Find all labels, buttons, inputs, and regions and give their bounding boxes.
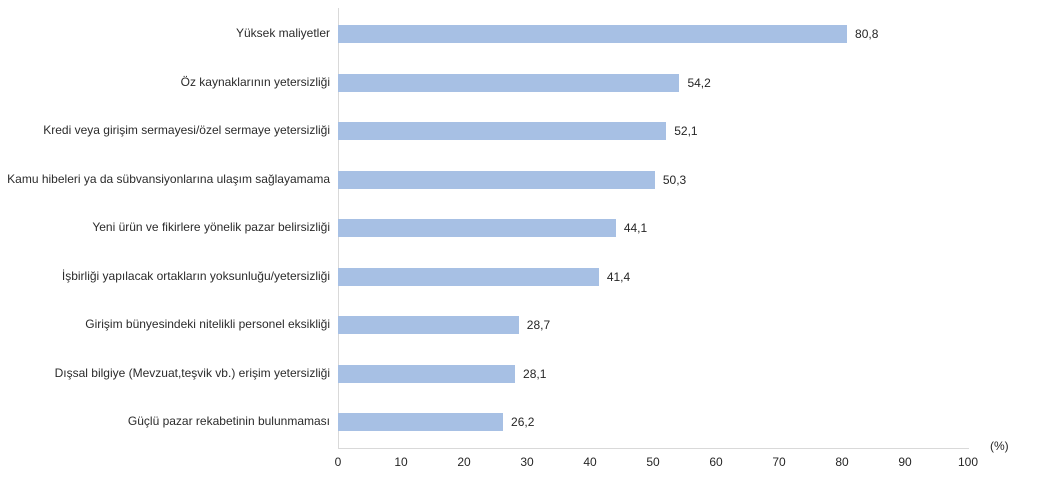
bar-row: Kamu hibeleri ya da sübvansiyonlarına ul… bbox=[0, 156, 1045, 205]
bar-rows: Yüksek maliyetler 80,8 Öz kaynaklarının ye… bbox=[0, 10, 1045, 447]
x-tick-label: 30 bbox=[520, 455, 534, 469]
bar-row: Güçlü pazar rekabetinin bulunmaması 26,2 bbox=[0, 398, 1045, 447]
category-label: Güçlü pazar rekabetinin bulunmaması bbox=[127, 414, 330, 429]
category-label: Yüksek maliyetler bbox=[235, 26, 330, 41]
bar bbox=[338, 316, 519, 335]
category-label: Dışsal bilgiye (Mevzuat,teşvik vb.) eriş… bbox=[54, 365, 330, 380]
bar-track: 28,1 bbox=[338, 350, 1045, 399]
category-label: Yeni ürün ve fikirlere yönelik pazar bel… bbox=[92, 220, 330, 235]
bar bbox=[338, 267, 599, 286]
bar-track: 50,3 bbox=[338, 156, 1045, 205]
x-tick-label: 70 bbox=[772, 455, 786, 469]
bar-track: 54,2 bbox=[338, 59, 1045, 108]
bar bbox=[338, 25, 848, 44]
category-label: Kredi veya girişim sermayesi/özel sermay… bbox=[43, 123, 330, 138]
category-label: Öz kaynaklarının yetersizliği bbox=[180, 74, 330, 89]
category-label: Girişim bünyesindeki nitelikli personel … bbox=[85, 317, 330, 332]
x-tick-label: 90 bbox=[898, 455, 912, 469]
bar-track: 80,8 bbox=[338, 10, 1045, 59]
x-tick-label: 50 bbox=[646, 455, 660, 469]
category-label: Kamu hibeleri ya da sübvansiyonlarına ul… bbox=[7, 171, 330, 186]
bar-row: Kredi veya girişim sermayesi/özel sermay… bbox=[0, 107, 1045, 156]
x-tick-label: 100 bbox=[957, 455, 979, 469]
value-label: 44,1 bbox=[623, 221, 648, 236]
bar bbox=[338, 73, 680, 92]
x-axis-ticks: 0 10 20 30 40 50 60 70 80 90 100 bbox=[334, 455, 1045, 471]
bar bbox=[338, 170, 655, 189]
bar bbox=[338, 364, 516, 383]
bar-track: 44,1 bbox=[338, 204, 1045, 253]
bar-row: Girişim bünyesindeki nitelikli personel … bbox=[0, 301, 1045, 350]
bar bbox=[338, 122, 667, 141]
bar-track: 26,2 bbox=[338, 398, 1045, 447]
x-tick-label: 0 bbox=[334, 455, 342, 469]
bar-row: Dışsal bilgiye (Mevzuat,teşvik vb.) eriş… bbox=[0, 350, 1045, 399]
value-label: 28,1 bbox=[523, 366, 547, 381]
bar-track: 52,1 bbox=[338, 107, 1045, 156]
bar-track: 41,4 bbox=[338, 253, 1045, 302]
value-label: 80,8 bbox=[855, 27, 879, 42]
value-label: 28,7 bbox=[526, 318, 551, 333]
bar-track: 28,7 bbox=[338, 301, 1045, 350]
bar-row: İşbirliği yapılacak ortakların yoksunluğ… bbox=[0, 253, 1045, 302]
x-axis-line bbox=[338, 448, 969, 449]
bar bbox=[338, 219, 616, 238]
x-tick-label: 60 bbox=[709, 455, 723, 469]
value-label: 54,2 bbox=[687, 75, 711, 90]
value-label: 26,2 bbox=[511, 415, 535, 430]
bar bbox=[338, 413, 504, 432]
x-tick-label: 40 bbox=[583, 455, 597, 469]
x-tick-label: 10 bbox=[394, 455, 408, 469]
value-label: 52,1 bbox=[674, 124, 698, 139]
bar-row: Yüksek maliyetler 80,8 bbox=[0, 10, 1045, 59]
x-tick-label: 20 bbox=[457, 455, 471, 469]
value-label: 50,3 bbox=[662, 172, 687, 187]
bar-row: Yeni ürün ve fikirlere yönelik pazar bel… bbox=[0, 204, 1045, 253]
category-label: İşbirliği yapılacak ortakların yoksunluğ… bbox=[61, 268, 330, 283]
value-label: 41,4 bbox=[606, 269, 631, 284]
axis-unit-label: (%) bbox=[990, 439, 1009, 453]
bar-row: Öz kaynaklarının yetersizliği 54,2 bbox=[0, 59, 1045, 108]
x-tick-label: 80 bbox=[835, 455, 849, 469]
